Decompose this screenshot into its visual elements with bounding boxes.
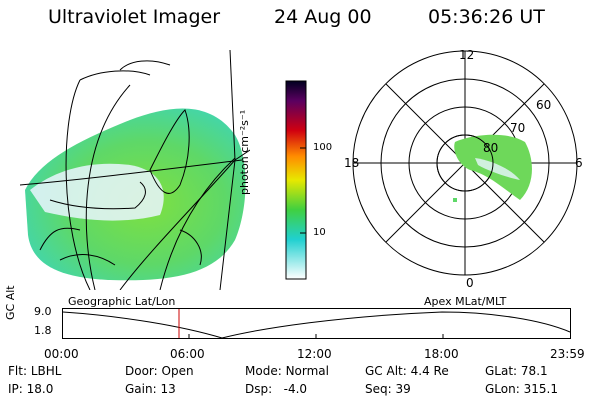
latitude-label-60: 60 <box>536 98 552 112</box>
coastline <box>49 181 146 210</box>
mlt-label-0: 0 <box>466 276 474 290</box>
mlt-label-18: 18 <box>344 156 360 170</box>
intensity-colorbar <box>285 80 307 280</box>
altitude-curve <box>62 311 571 339</box>
low-emission-region <box>475 158 520 180</box>
observation-time: 05:36:26 UT <box>428 6 545 28</box>
instrument-title: Ultraviolet Imager <box>48 6 221 28</box>
coastline <box>39 60 171 251</box>
altitude-strip-chart <box>62 308 571 339</box>
time-tick: 06:00 <box>170 347 205 361</box>
greenland-outline <box>149 109 190 194</box>
time-tick: 00:00 <box>44 347 79 361</box>
colorbar-tick: 100 <box>313 142 333 153</box>
latitude-label-70: 70 <box>510 121 526 135</box>
colorbar-tick: 10 <box>313 227 326 238</box>
altitude-tick: 9.0 <box>34 305 52 318</box>
observation-date: 24 Aug 00 <box>274 6 372 28</box>
altitude-tick: 1.8 <box>34 324 52 337</box>
time-tick: 23:59 <box>550 347 585 361</box>
latitude-line <box>65 79 91 290</box>
emission-pixel <box>453 198 457 202</box>
colorbar-unit-label: photon cm⁻²s⁻¹ <box>238 109 251 195</box>
low-emission-region <box>30 163 164 221</box>
time-tick: 18:00 <box>424 347 459 361</box>
info-dsp: Dsp: -4.0 <box>245 382 308 396</box>
info-gain: Gain: 13 <box>125 382 176 396</box>
longitude-line <box>85 84 131 290</box>
mlt-label-6: 6 <box>575 156 583 170</box>
geographic-caption: Geographic Lat/Lon <box>68 295 176 308</box>
info-filter: Flt: LBHL <box>8 364 62 378</box>
time-tick: 12:00 <box>297 347 332 361</box>
info-glon: GLon: 315.1 <box>485 382 558 396</box>
latitude-label-80: 80 <box>483 141 499 155</box>
geographic-image-panel <box>20 50 250 290</box>
longitude-line <box>159 157 236 290</box>
mlt-label-12: 12 <box>459 48 475 62</box>
latitude-line <box>20 159 243 186</box>
info-seq: Seq: 39 <box>365 382 411 396</box>
longitude-line <box>119 149 250 290</box>
info-ip: IP: 18.0 <box>8 382 54 396</box>
altitude-axis-label: GC Alt <box>4 285 17 320</box>
info-gc-alt: GC Alt: 4.4 Re <box>365 364 449 378</box>
coastline <box>59 229 202 266</box>
polar-mlt-plot <box>352 50 578 276</box>
apex-caption: Apex MLat/MLT <box>424 295 507 308</box>
info-mode: Mode: Normal <box>245 364 329 378</box>
info-door: Door: Open <box>125 364 194 378</box>
info-glat: GLat: 78.1 <box>485 364 548 378</box>
